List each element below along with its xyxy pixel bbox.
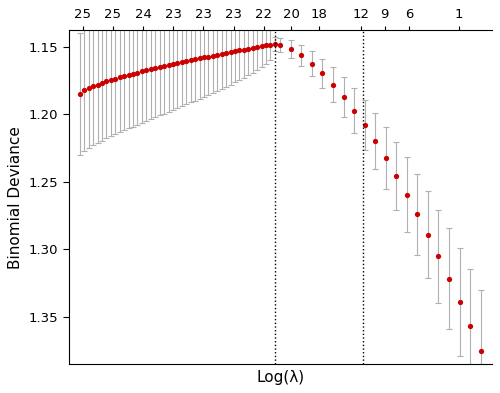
X-axis label: Log(λ): Log(λ) xyxy=(256,370,304,385)
Y-axis label: Binomial Deviance: Binomial Deviance xyxy=(8,126,24,269)
